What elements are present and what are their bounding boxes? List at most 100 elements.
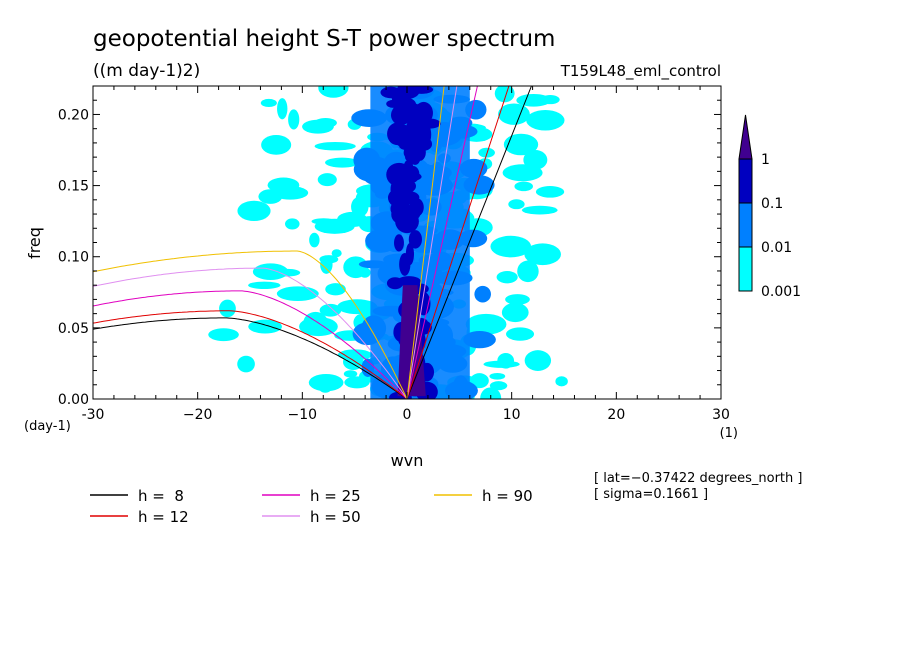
- units-label: ((m day-1)2): [93, 61, 200, 81]
- y-tick-label: 0.05: [58, 321, 89, 337]
- colorbar-label: 1: [761, 152, 770, 168]
- power-heatmap: [208, 86, 568, 399]
- power-cell: [394, 124, 412, 148]
- x-tick-label: 10: [503, 407, 521, 423]
- power-cell: [463, 331, 496, 349]
- colorbar-segment: [738, 158, 753, 204]
- axis-ticks: -30 −20 −10 0 10 20 30 0.00 0.05 0.10 0.15 0.20: [58, 86, 730, 423]
- colorbar-label: 0.001: [761, 284, 801, 300]
- power-cell: [413, 112, 430, 131]
- x-axis-label: wvn: [391, 451, 424, 470]
- run-label: T159L48_eml_control: [560, 62, 721, 81]
- kelvin-wave-line: [406, 86, 532, 399]
- power-cell: [237, 355, 255, 373]
- power-cell: [386, 277, 404, 290]
- power-cell: [277, 98, 288, 120]
- power-cell: [309, 232, 320, 248]
- y-tick-label: 0.00: [58, 392, 89, 408]
- rossby-wave-curve: [93, 250, 408, 399]
- power-cell: [414, 138, 424, 150]
- colorbar-label: 0.1: [761, 196, 783, 212]
- legend-entry: h = 25: [262, 487, 361, 505]
- y-tick-label: 0.20: [58, 107, 89, 123]
- curve-h-25: [93, 86, 478, 399]
- colorbar-label: 0.01: [761, 240, 792, 256]
- x-tick-label: −10: [288, 407, 318, 423]
- power-cell: [237, 200, 271, 222]
- power-cell: [403, 159, 414, 174]
- power-cell: [285, 218, 300, 230]
- power-cell: [299, 316, 338, 337]
- power-cell: [470, 373, 489, 389]
- sigma-annotation: [ sigma=0.1661 ]: [594, 487, 708, 502]
- power-cell: [248, 281, 281, 290]
- curve-h-12: [93, 86, 510, 399]
- power-cell: [261, 135, 292, 155]
- kelvin-wave-line: [406, 86, 478, 399]
- power-cell: [318, 86, 349, 98]
- rossby-wave-curve: [93, 317, 408, 399]
- chart-title: geopotential height S-T power spectrum: [93, 26, 555, 52]
- colorbar-segment: [738, 246, 753, 292]
- power-cell: [506, 327, 535, 341]
- power-cell: [314, 141, 356, 151]
- power-cell: [498, 103, 530, 125]
- kelvin-wave-line: [406, 86, 458, 399]
- power-cell: [480, 387, 502, 399]
- power-cell: [505, 294, 530, 305]
- power-cell: [535, 186, 565, 198]
- power-cell: [524, 243, 561, 266]
- y-units-label: (day-1): [24, 419, 71, 434]
- power-cell: [463, 175, 495, 195]
- power-cell: [208, 328, 239, 342]
- y-axis-label: freq: [25, 227, 44, 259]
- power-cell: [399, 252, 411, 276]
- curve-h-50: [93, 86, 458, 399]
- power-cell: [337, 211, 368, 228]
- power-cell: [311, 218, 336, 225]
- curve-h-90: [93, 86, 445, 399]
- y-tick-label: 0.10: [58, 250, 89, 266]
- power-cell: [490, 235, 532, 258]
- kelvin-wave-line: [406, 86, 445, 399]
- power-cell: [267, 177, 300, 193]
- power-cell: [502, 164, 543, 182]
- x-tick-label: 20: [607, 407, 625, 423]
- power-cell: [319, 303, 342, 317]
- power-cell: [503, 133, 539, 156]
- power-cell: [540, 95, 560, 105]
- rossby-wave-curve: [93, 267, 408, 399]
- power-cell: [359, 267, 371, 278]
- x-tick-label: −20: [183, 407, 213, 423]
- power-cell: [318, 381, 332, 393]
- power-cell: [494, 86, 515, 103]
- legend-label: h = 90: [482, 487, 533, 505]
- x-tick-label: 30: [712, 407, 730, 423]
- power-cell: [514, 181, 533, 192]
- power-cell: [489, 381, 508, 391]
- power-cell: [465, 313, 507, 335]
- power-cell: [317, 173, 337, 187]
- power-cell: [524, 350, 552, 371]
- power-cell: [497, 352, 515, 369]
- power-cell: [288, 109, 300, 130]
- rossby-wave-curve: [93, 290, 408, 399]
- power-cell: [474, 285, 491, 303]
- power-cell: [508, 199, 525, 210]
- x-tick-label: 0: [403, 407, 412, 423]
- power-cell: [555, 376, 568, 387]
- legend-entry: h = 90: [434, 487, 533, 505]
- dispersion-curves: [93, 86, 532, 399]
- colorbar-extend-arrow: [738, 114, 753, 160]
- kelvin-wave-line: [406, 86, 510, 399]
- power-cell: [496, 270, 518, 284]
- colorbar: 0.001 0.01 0.1 1: [738, 114, 801, 300]
- plot-area: -30 −20 −10 0 10 20 30 0.00 0.05 0.10 0.15 0.20: [58, 85, 730, 423]
- y-tick-label: 0.15: [58, 179, 89, 195]
- power-cell: [331, 249, 342, 258]
- power-cell: [325, 283, 346, 296]
- power-cell: [478, 147, 495, 158]
- power-cell: [408, 230, 422, 249]
- colorbar-segment: [738, 202, 753, 248]
